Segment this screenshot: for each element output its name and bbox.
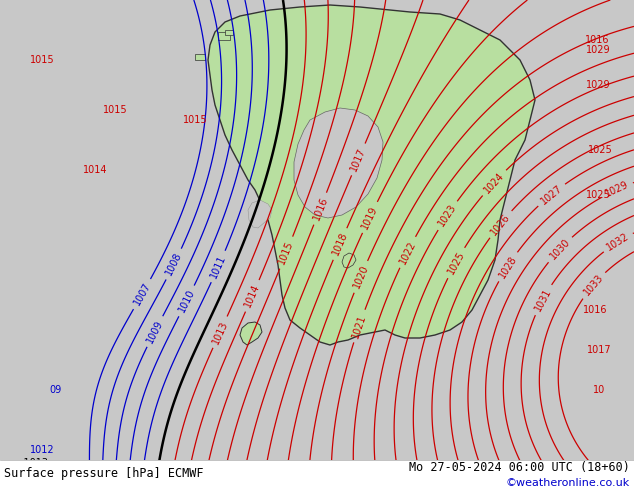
Text: 1015: 1015	[103, 105, 127, 115]
Text: 1012: 1012	[30, 445, 55, 455]
Text: 1029: 1029	[586, 80, 611, 90]
Text: 1011: 1011	[209, 253, 228, 280]
Text: 1033: 1033	[581, 272, 605, 297]
Text: ©weatheronline.co.uk: ©weatheronline.co.uk	[506, 478, 630, 489]
Polygon shape	[248, 200, 272, 228]
Text: 1007: 1007	[132, 281, 152, 307]
Text: -1013: -1013	[21, 458, 49, 468]
Text: 1029: 1029	[586, 45, 611, 55]
Polygon shape	[342, 253, 356, 268]
Bar	[0, 460, 634, 490]
Text: 1014: 1014	[243, 283, 262, 309]
Text: 1017: 1017	[349, 146, 368, 172]
Polygon shape	[294, 108, 383, 218]
Text: Mo 27-05-2024 06:00 UTC (18+60): Mo 27-05-2024 06:00 UTC (18+60)	[409, 461, 630, 474]
Text: 1028: 1028	[497, 253, 519, 280]
Text: 1010: 1010	[177, 288, 197, 314]
Text: 1019: 1019	[360, 204, 380, 230]
Text: 1025: 1025	[446, 249, 466, 276]
Text: 1027: 1027	[538, 183, 564, 206]
Text: 1018: 1018	[330, 231, 349, 257]
Text: 1015: 1015	[183, 115, 207, 125]
Text: 09: 09	[49, 385, 61, 395]
Text: 10: 10	[593, 385, 605, 395]
Text: 1021: 1021	[351, 313, 368, 339]
Text: 1029: 1029	[604, 180, 630, 199]
Text: 1008: 1008	[164, 251, 184, 277]
Polygon shape	[208, 5, 535, 345]
Text: 1009: 1009	[145, 318, 165, 344]
Text: 1013: 1013	[210, 319, 230, 345]
Text: 1016: 1016	[311, 196, 329, 222]
Text: 1020: 1020	[351, 264, 370, 290]
Text: 1014: 1014	[83, 165, 107, 175]
Text: 1015: 1015	[30, 55, 55, 65]
Text: 1016: 1016	[585, 35, 609, 45]
Polygon shape	[195, 54, 205, 60]
Polygon shape	[225, 30, 233, 35]
Text: 1026: 1026	[489, 211, 512, 237]
Text: 1022: 1022	[398, 239, 418, 266]
Text: 1017: 1017	[586, 345, 611, 355]
Text: 1032: 1032	[605, 231, 631, 253]
Polygon shape	[218, 32, 230, 40]
Polygon shape	[240, 322, 262, 345]
Text: Surface pressure [hPa] ECMWF: Surface pressure [hPa] ECMWF	[4, 467, 204, 480]
Text: 1016: 1016	[583, 305, 607, 315]
Text: 1030: 1030	[548, 237, 572, 262]
Text: 1025: 1025	[586, 190, 611, 200]
Text: 1015: 1015	[277, 240, 295, 266]
Text: 1031: 1031	[533, 287, 553, 313]
Text: 1024: 1024	[482, 170, 506, 195]
Text: 1025: 1025	[588, 145, 612, 155]
Text: 1023: 1023	[436, 202, 458, 228]
